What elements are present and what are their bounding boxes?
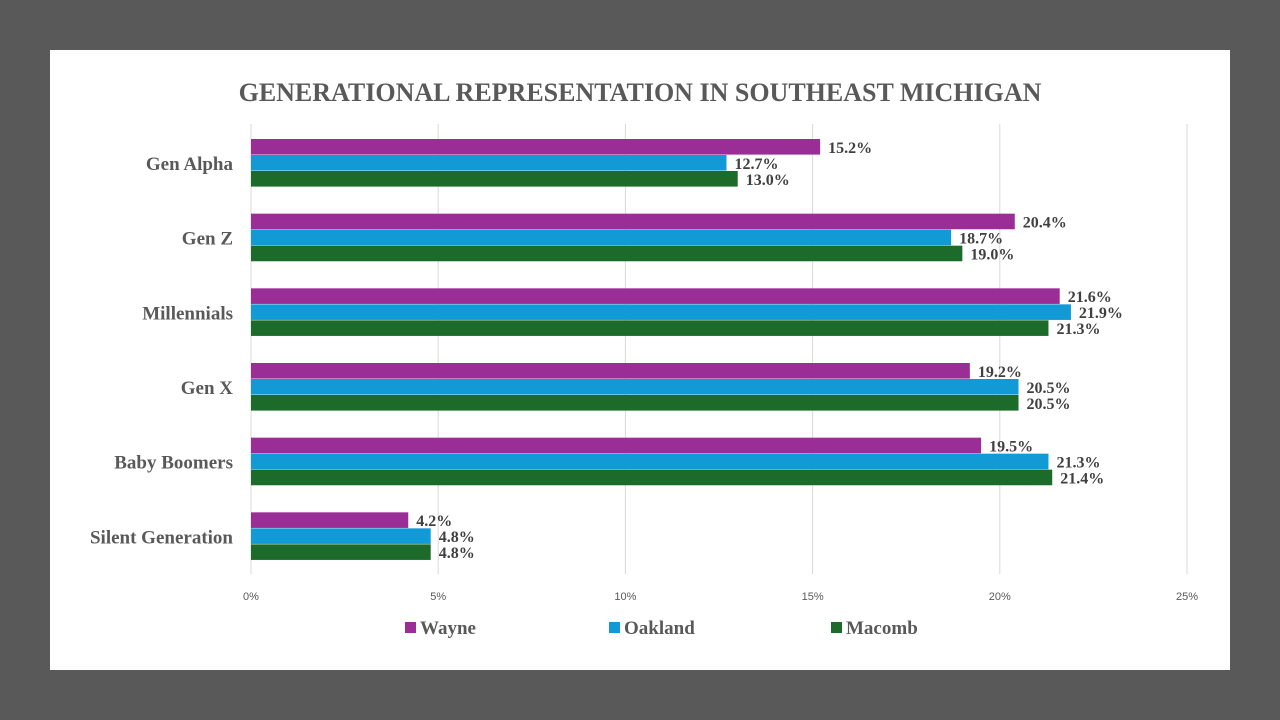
data-label-wayne: 4.2% bbox=[416, 513, 452, 530]
bar-macomb bbox=[251, 320, 1049, 336]
data-label-oakland: 21.3% bbox=[1056, 454, 1100, 471]
legend-label-wayne: Wayne bbox=[420, 618, 476, 639]
legend-swatch-wayne bbox=[405, 622, 416, 633]
chart-title: GENERATIONAL REPRESENTATION IN SOUTHEAST… bbox=[239, 78, 1042, 107]
data-label-oakland: 4.8% bbox=[439, 529, 475, 546]
x-tick-label: 15% bbox=[802, 591, 824, 603]
legend-label-oakland: Oakland bbox=[624, 618, 695, 639]
x-tick-label: 5% bbox=[430, 591, 446, 603]
bar-oakland bbox=[251, 304, 1071, 320]
data-label-macomb: 21.4% bbox=[1060, 470, 1104, 487]
data-label-wayne: 20.4% bbox=[1023, 214, 1067, 231]
data-label-wayne: 21.6% bbox=[1068, 289, 1112, 306]
data-label-macomb: 13.0% bbox=[746, 172, 790, 189]
bar-macomb bbox=[251, 395, 1019, 411]
legend-swatch-oakland bbox=[609, 622, 620, 633]
data-label-macomb: 20.5% bbox=[1027, 396, 1071, 413]
bar-chart: GENERATIONAL REPRESENTATION IN SOUTHEAST… bbox=[90, 78, 1198, 639]
bars bbox=[251, 139, 1071, 560]
data-label-oakland: 18.7% bbox=[959, 230, 1003, 247]
x-tick-label: 25% bbox=[1176, 591, 1198, 603]
legend-label-macomb: Macomb bbox=[846, 618, 918, 639]
bar-wayne bbox=[251, 363, 970, 379]
data-labels: 15.2% 12.7%13.0% 20.4% 18.7%19.0% 21.6%21.9%… bbox=[416, 140, 1123, 562]
legend: Wayne Oakland Macomb bbox=[405, 618, 918, 639]
bar-macomb bbox=[251, 245, 963, 262]
bar-wayne bbox=[251, 213, 1015, 230]
bar-oakland bbox=[251, 155, 727, 171]
bar-oakland bbox=[251, 528, 431, 544]
bar-wayne bbox=[251, 288, 1060, 304]
data-label-macomb: 4.8% bbox=[439, 545, 475, 562]
category-label: Gen X bbox=[181, 378, 234, 399]
chart-panel: GENERATIONAL REPRESENTATION IN SOUTHEAST… bbox=[50, 50, 1230, 670]
data-label-macomb: 19.0% bbox=[970, 246, 1014, 263]
bar-oakland bbox=[251, 379, 1019, 395]
legend-swatch-macomb bbox=[831, 622, 842, 633]
x-axis-tick-labels: 0% 5% 10% 15% 20% 25% bbox=[243, 591, 1198, 603]
category-labels: Gen Alpha Gen Z Millennials Gen X Baby Boome… bbox=[90, 154, 234, 548]
bar-macomb bbox=[251, 469, 1053, 486]
category-label: Gen Z bbox=[182, 229, 233, 250]
data-label-wayne: 19.5% bbox=[989, 438, 1033, 455]
x-tick-label: 0% bbox=[243, 591, 259, 603]
bar-oakland bbox=[251, 229, 952, 246]
data-label-oakland: 20.5% bbox=[1027, 380, 1071, 397]
x-tick-label: 10% bbox=[614, 591, 636, 603]
data-label-oakland: 12.7% bbox=[734, 156, 778, 173]
x-tick-label: 20% bbox=[989, 591, 1011, 603]
bar-macomb bbox=[251, 544, 431, 560]
category-label: Silent Generation bbox=[90, 527, 233, 548]
data-label-oakland: 21.9% bbox=[1079, 305, 1123, 322]
bar-macomb bbox=[251, 171, 738, 187]
bar-wayne bbox=[251, 512, 409, 528]
bar-wayne bbox=[251, 139, 821, 155]
bar-wayne bbox=[251, 437, 982, 454]
category-label: Baby Boomers bbox=[114, 453, 233, 474]
data-label-wayne: 15.2% bbox=[828, 140, 872, 157]
data-label-wayne: 19.2% bbox=[978, 364, 1022, 381]
data-label-macomb: 21.3% bbox=[1056, 321, 1100, 338]
category-label: Gen Alpha bbox=[146, 154, 234, 175]
bar-oakland bbox=[251, 453, 1049, 470]
gridlines bbox=[250, 124, 1188, 574]
category-label: Millennials bbox=[142, 303, 233, 324]
